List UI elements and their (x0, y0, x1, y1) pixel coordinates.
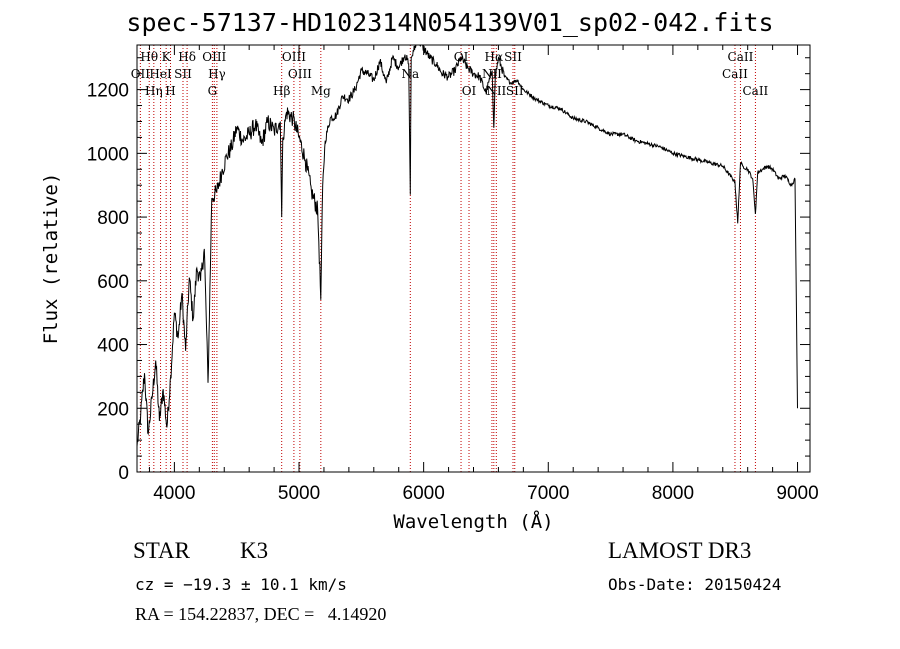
x-tick-label: 7000 (527, 483, 569, 504)
y-tick-label: 400 (97, 336, 129, 357)
line-label: Hβ (273, 84, 290, 98)
emission-line-markers (139, 45, 756, 472)
line-label: Na (401, 67, 419, 81)
line-label: CaII (722, 67, 748, 81)
line-label: OIII (288, 67, 312, 81)
line-label: OIII (202, 50, 226, 64)
line-label: Hγ (208, 67, 226, 81)
x-tick-label: 8000 (652, 483, 694, 504)
line-label: CaII (742, 84, 768, 98)
y-tick-label: 0 (118, 463, 129, 484)
line-label: H (165, 84, 175, 98)
line-label: Hδ (178, 50, 196, 64)
x-axis-label: Wavelength (Å) (393, 510, 553, 533)
line-label: SII (504, 50, 522, 64)
y-tick-label: 1200 (87, 81, 129, 102)
line-label: SII (506, 84, 524, 98)
x-tick-label: 6000 (403, 483, 445, 504)
line-label: Mg (311, 84, 331, 98)
line-label: Hη (145, 84, 163, 98)
spectrum-line (136, 44, 798, 447)
x-tick-label: 4000 (153, 483, 195, 504)
chart-title: spec-57137-HD102314N054139V01_sp02-042.f… (126, 8, 774, 37)
coordinates: RA = 154.22837, DEC = 4.14920 (135, 604, 387, 624)
x-tick-label: 5000 (278, 483, 320, 504)
survey-name: LAMOST DR3 (608, 538, 752, 563)
axis-ticks: 4000 5000 6000 7000 8000 9000 0 200 400 600 800 100… (87, 45, 819, 504)
line-label: CaII (728, 50, 754, 64)
y-tick-label: 1000 (87, 144, 129, 165)
line-label: OI (462, 84, 477, 98)
line-label: OI (454, 50, 469, 64)
obs-date: Obs-Date: 20150424 (608, 575, 782, 594)
line-label: G (208, 84, 218, 98)
line-label: HeI (149, 67, 172, 81)
redshift-cz: cz = −19.3 ± 10.1 km/s (135, 575, 347, 594)
line-label: Hθ (140, 50, 158, 64)
y-tick-label: 800 (97, 208, 129, 229)
line-label: OIII (282, 50, 306, 64)
object-type: STAR (133, 538, 190, 563)
line-label: K (162, 50, 172, 64)
y-tick-label: 600 (97, 272, 129, 293)
plot-frame (136, 44, 811, 473)
line-label: NII (486, 84, 506, 98)
x-tick-label: 9000 (776, 483, 818, 504)
subclass: K3 (240, 538, 269, 563)
y-tick-label: 200 (97, 399, 129, 420)
line-label: SII (174, 67, 192, 81)
y-axis-label: Flux (relative) (40, 173, 62, 345)
